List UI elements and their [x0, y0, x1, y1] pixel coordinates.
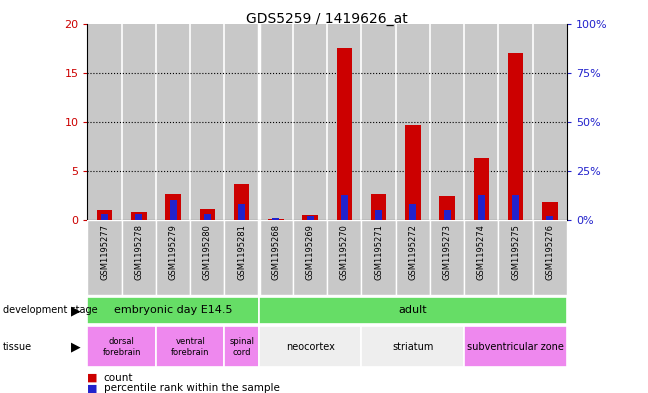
Text: GSM1195273: GSM1195273: [443, 224, 452, 280]
Bar: [224, 220, 259, 295]
Text: GSM1195280: GSM1195280: [203, 224, 212, 280]
Bar: [293, 220, 327, 295]
Bar: [293, 24, 327, 220]
Text: GSM1195269: GSM1195269: [306, 224, 315, 280]
Bar: [170, 200, 176, 220]
Text: percentile rank within the sample: percentile rank within the sample: [104, 383, 279, 393]
Bar: [533, 220, 567, 295]
Bar: [156, 220, 191, 295]
Bar: [546, 216, 553, 220]
Bar: [444, 210, 450, 220]
Bar: [259, 220, 293, 295]
Bar: [430, 24, 464, 220]
Bar: [362, 220, 396, 295]
Text: GSM1195270: GSM1195270: [340, 224, 349, 280]
Text: ■: ■: [87, 383, 98, 393]
Bar: [191, 220, 224, 295]
Bar: [341, 195, 348, 220]
Bar: [337, 48, 352, 220]
Text: embryonic day E14.5: embryonic day E14.5: [114, 305, 233, 316]
Bar: [478, 195, 485, 220]
Bar: [430, 220, 464, 295]
Bar: [464, 326, 567, 367]
Bar: [259, 24, 293, 220]
Text: spinal
cord: spinal cord: [229, 337, 254, 356]
Text: ■: ■: [87, 373, 98, 383]
Bar: [464, 220, 498, 295]
Bar: [97, 210, 112, 220]
Bar: [200, 209, 215, 220]
Text: development stage: development stage: [3, 305, 98, 316]
Bar: [259, 297, 567, 324]
Bar: [165, 193, 181, 220]
Text: tissue: tissue: [3, 342, 32, 352]
Bar: [512, 195, 519, 220]
Bar: [224, 24, 259, 220]
Bar: [272, 218, 279, 220]
Bar: [101, 214, 108, 220]
Bar: [307, 216, 314, 220]
Text: GSM1195276: GSM1195276: [546, 224, 555, 280]
Bar: [87, 24, 122, 220]
Bar: [135, 214, 143, 220]
Bar: [371, 193, 386, 220]
Text: adult: adult: [399, 305, 427, 316]
Bar: [542, 202, 557, 220]
Text: GDS5259 / 1419626_at: GDS5259 / 1419626_at: [246, 12, 408, 26]
Bar: [327, 220, 362, 295]
Bar: [131, 212, 146, 220]
Text: GSM1195281: GSM1195281: [237, 224, 246, 280]
Bar: [362, 326, 464, 367]
Bar: [122, 220, 156, 295]
Bar: [156, 326, 224, 367]
Bar: [474, 158, 489, 220]
Bar: [405, 125, 421, 220]
Text: count: count: [104, 373, 133, 383]
Bar: [508, 53, 524, 220]
Text: GSM1195279: GSM1195279: [168, 224, 178, 280]
Bar: [362, 24, 396, 220]
Bar: [410, 204, 416, 220]
Text: GSM1195268: GSM1195268: [272, 224, 281, 280]
Text: dorsal
forebrain: dorsal forebrain: [102, 337, 141, 356]
Text: GSM1195272: GSM1195272: [408, 224, 417, 280]
Text: GSM1195278: GSM1195278: [134, 224, 143, 280]
Bar: [122, 24, 156, 220]
Text: GSM1195277: GSM1195277: [100, 224, 109, 280]
Text: GSM1195274: GSM1195274: [477, 224, 486, 280]
Bar: [87, 297, 259, 324]
Bar: [498, 220, 533, 295]
Bar: [191, 24, 224, 220]
Bar: [87, 220, 122, 295]
Text: subventricular zone: subventricular zone: [467, 342, 564, 352]
Bar: [464, 24, 498, 220]
Bar: [375, 210, 382, 220]
Text: GSM1195271: GSM1195271: [374, 224, 383, 280]
Text: striatum: striatum: [392, 342, 434, 352]
Bar: [303, 215, 318, 220]
Bar: [238, 204, 245, 220]
Bar: [327, 24, 362, 220]
Bar: [533, 24, 567, 220]
Text: ventral
forebrain: ventral forebrain: [171, 337, 209, 356]
Bar: [396, 24, 430, 220]
Bar: [268, 219, 284, 220]
Text: neocortex: neocortex: [286, 342, 334, 352]
Bar: [234, 184, 249, 220]
Bar: [396, 220, 430, 295]
Bar: [87, 326, 156, 367]
Text: ▶: ▶: [71, 340, 81, 353]
Bar: [439, 195, 455, 220]
Bar: [224, 326, 259, 367]
Text: ▶: ▶: [71, 304, 81, 317]
Bar: [259, 326, 362, 367]
Bar: [156, 24, 191, 220]
Text: GSM1195275: GSM1195275: [511, 224, 520, 280]
Bar: [498, 24, 533, 220]
Bar: [204, 214, 211, 220]
